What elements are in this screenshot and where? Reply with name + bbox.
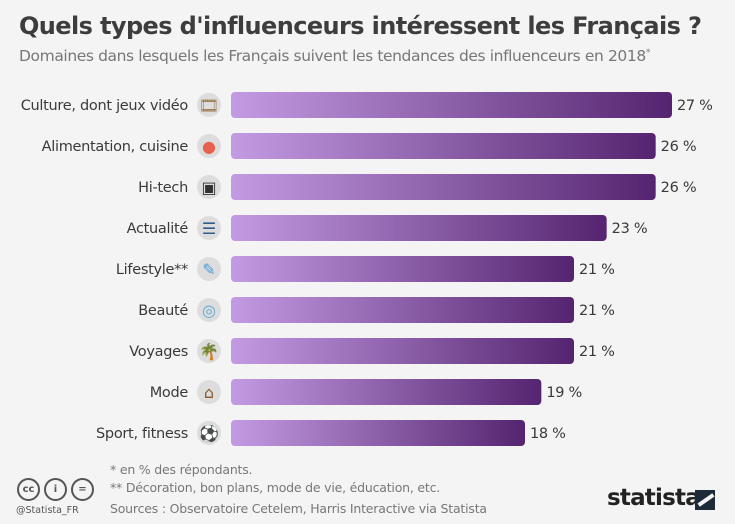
category-label: Hi-tech	[138, 180, 188, 196]
newspaper-icon-background	[197, 216, 221, 240]
no-derivatives-icon: =	[71, 478, 94, 501]
cc-icon: cc	[17, 478, 40, 501]
value-label: 27 %	[677, 98, 713, 114]
hanger-icon: ⌂	[204, 383, 214, 402]
soccer-ball-icon: ⚽	[198, 424, 219, 443]
value-label: 18 %	[530, 426, 566, 442]
category-label: Actualité	[127, 221, 189, 237]
category-label: Mode	[150, 385, 189, 401]
bar	[231, 297, 574, 323]
value-label: 21 %	[579, 262, 615, 278]
statista-logo: statista	[607, 485, 701, 511]
bar	[231, 420, 525, 446]
cooking-bowl-icon-background	[197, 134, 221, 158]
footnote-respondents: * en % des répondants.	[110, 462, 253, 477]
category-label: Lifestyle**	[116, 262, 188, 278]
beauty-mirror-icon-background	[197, 298, 221, 322]
computer-icon: ▣	[201, 178, 216, 197]
value-label: 26 %	[661, 139, 697, 155]
value-label: 21 %	[579, 303, 615, 319]
computer-icon-background	[197, 175, 221, 199]
bar	[231, 379, 542, 405]
bar	[231, 338, 574, 364]
bar	[231, 256, 574, 282]
film-reel-icon: 🎞	[199, 96, 219, 115]
category-label: Sport, fitness	[96, 426, 188, 442]
beauty-mirror-icon: ◎	[202, 301, 216, 320]
bar	[231, 92, 672, 118]
lifestyle-pencil-icon: ✎	[202, 260, 215, 279]
bar	[231, 133, 656, 159]
lifestyle-pencil-icon-background	[197, 257, 221, 281]
twitter-handle[interactable]: @Statista_FR	[16, 505, 79, 516]
category-label: Voyages	[129, 344, 188, 360]
category-label: Beauté	[138, 303, 188, 319]
newspaper-icon: ☰	[202, 219, 216, 238]
soccer-ball-icon-background	[197, 421, 221, 445]
sources: Sources : Observatoire Cetelem, Harris I…	[110, 501, 487, 516]
category-label: Culture, dont jeux vidéo	[21, 98, 189, 114]
value-label: 21 %	[579, 344, 615, 360]
attribution-icon: i	[44, 478, 67, 501]
palm-island-icon-background	[197, 339, 221, 363]
footnote-lifestyle: ** Décoration, bon plans, mode de vie, é…	[110, 480, 441, 495]
category-label: Alimentation, cuisine	[42, 139, 189, 155]
value-label: 26 %	[661, 180, 697, 196]
chart-subtitle: Domaines dans lesquels les Français suiv…	[19, 47, 650, 65]
bar	[231, 215, 607, 241]
value-label: 19 %	[546, 385, 582, 401]
subtitle-text: Domaines dans lesquels les Français suiv…	[19, 47, 646, 65]
cooking-bowl-icon: ●	[202, 137, 216, 156]
film-reel-icon-background	[197, 93, 221, 117]
bar	[231, 174, 656, 200]
hanger-icon-background	[197, 380, 221, 404]
statista-logo-icon	[695, 490, 715, 510]
subtitle-footnote-mark: *	[645, 47, 651, 58]
palm-island-icon: 🌴	[199, 342, 219, 361]
value-label: 23 %	[612, 221, 648, 237]
chart-title: Quels types d'influenceurs intéressent l…	[19, 12, 702, 40]
